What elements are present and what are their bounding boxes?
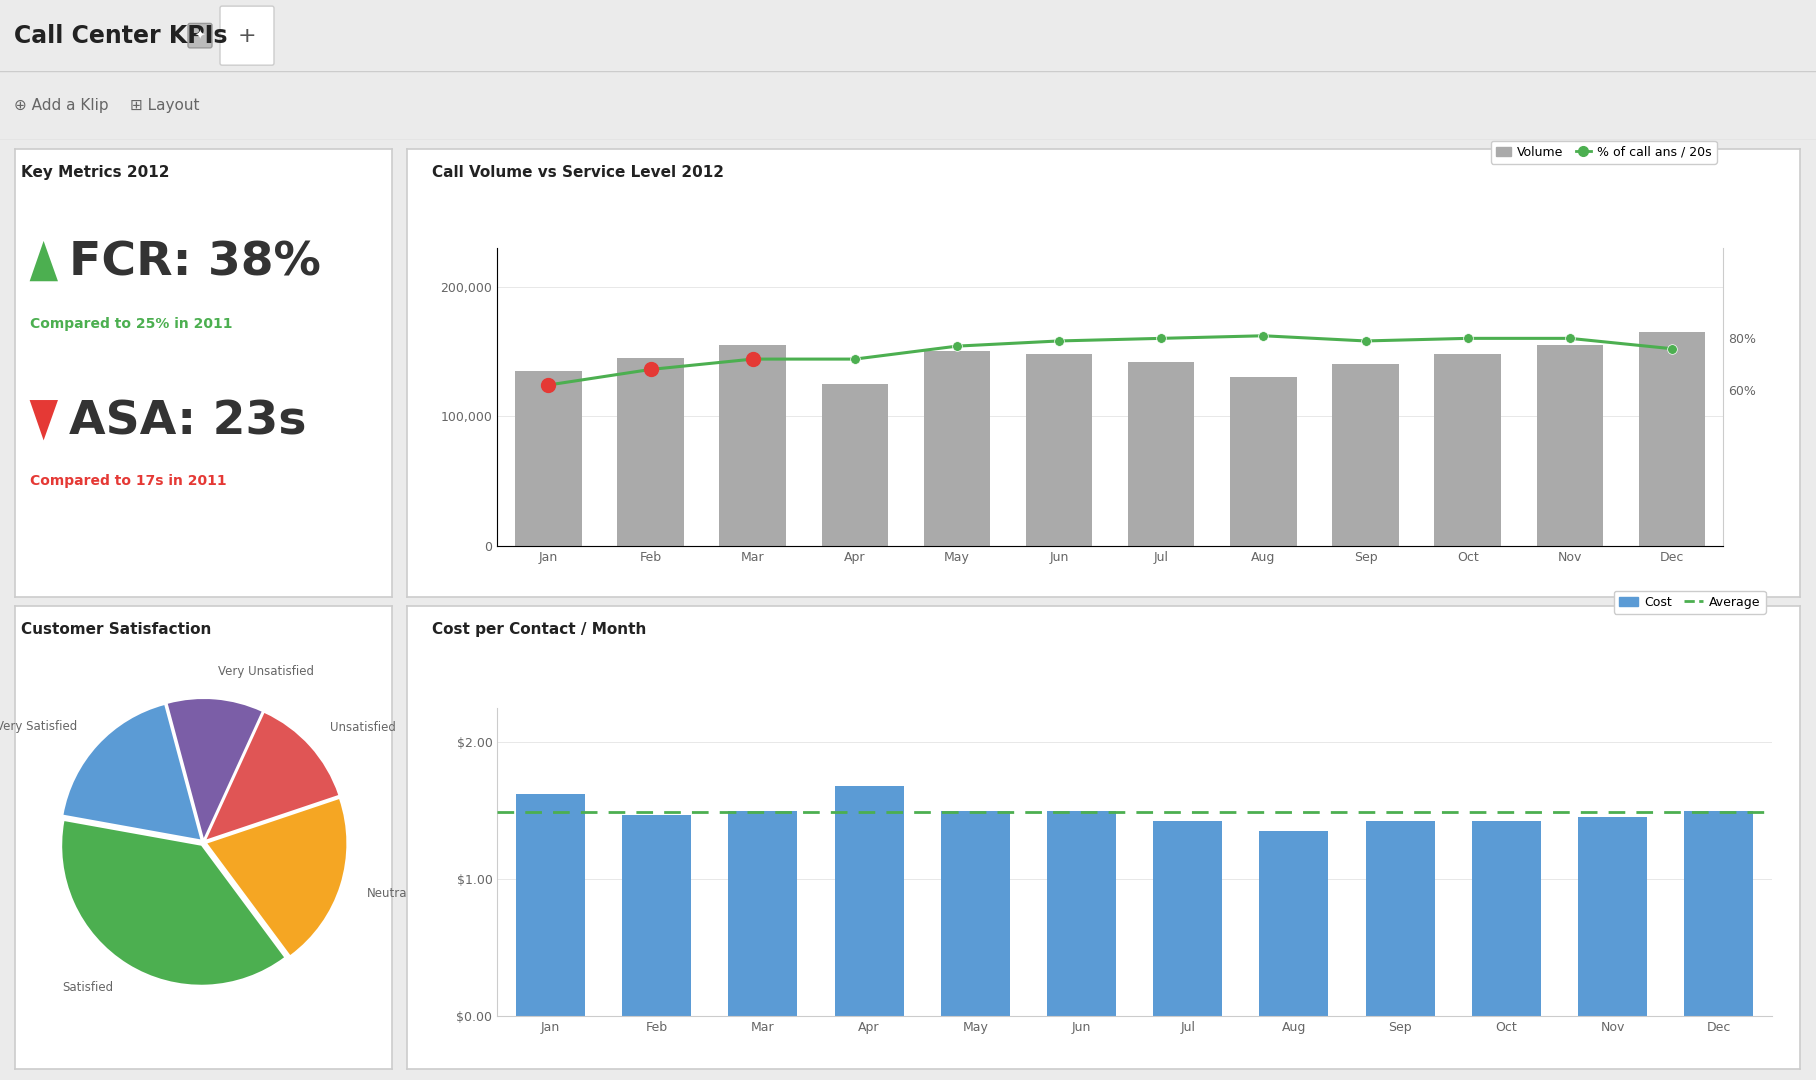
Bar [1026, 354, 1091, 545]
Text: Very Unsatisfied: Very Unsatisfied [218, 665, 314, 678]
Text: Cost per Contact / Month: Cost per Contact / Month [432, 622, 646, 637]
Text: +: + [238, 26, 256, 45]
FancyBboxPatch shape [189, 24, 212, 48]
Bar [516, 370, 581, 545]
Text: Call Volume vs Service Level 2012: Call Volume vs Service Level 2012 [432, 165, 725, 179]
Text: Compared to 17s in 2011: Compared to 17s in 2011 [29, 474, 227, 488]
Bar [1471, 822, 1540, 1016]
Wedge shape [207, 799, 347, 955]
Bar [821, 383, 888, 545]
Text: Very Satisfied: Very Satisfied [0, 720, 78, 733]
Text: ✦: ✦ [194, 29, 205, 42]
Bar [1128, 362, 1195, 545]
Wedge shape [167, 699, 262, 838]
Wedge shape [64, 705, 200, 839]
Bar [516, 794, 585, 1016]
Bar [941, 810, 1010, 1016]
Polygon shape [29, 400, 58, 441]
Polygon shape [29, 241, 58, 281]
Text: ⊕ Add a Klip: ⊕ Add a Klip [15, 98, 109, 113]
Legend: Volume, % of call ans / 20s: Volume, % of call ans / 20s [1491, 140, 1716, 164]
Bar [1153, 822, 1222, 1016]
Bar [1333, 364, 1398, 545]
Text: ASA: 23s: ASA: 23s [69, 400, 307, 445]
Bar [835, 786, 904, 1016]
Text: Call Center KPIs: Call Center KPIs [15, 24, 227, 48]
Text: FCR: 38%: FCR: 38% [69, 241, 321, 286]
Bar [1048, 810, 1117, 1016]
Bar [1683, 810, 1752, 1016]
Bar [1578, 818, 1647, 1016]
Text: Customer Satisfaction: Customer Satisfaction [22, 622, 212, 637]
Text: ⊞ Layout: ⊞ Layout [131, 98, 200, 113]
Bar [1536, 345, 1604, 545]
Bar [623, 814, 692, 1016]
Text: Satisfied: Satisfied [62, 981, 113, 994]
FancyBboxPatch shape [220, 6, 274, 65]
Bar [924, 351, 990, 545]
Bar [1366, 822, 1435, 1016]
Bar [728, 810, 797, 1016]
Bar [1258, 831, 1327, 1016]
Text: Compared to 25% in 2011: Compared to 25% in 2011 [29, 316, 232, 330]
Text: Unsatisfied: Unsatisfied [331, 721, 396, 734]
Wedge shape [62, 821, 283, 985]
Bar [1638, 332, 1705, 545]
Bar [617, 357, 685, 545]
Text: Neutral: Neutral [367, 887, 410, 900]
Text: Key Metrics 2012: Key Metrics 2012 [22, 165, 171, 179]
Legend: Cost, Average: Cost, Average [1614, 591, 1765, 613]
Bar [1229, 377, 1297, 545]
Bar [1435, 354, 1500, 545]
Bar [719, 345, 786, 545]
Wedge shape [207, 713, 338, 839]
